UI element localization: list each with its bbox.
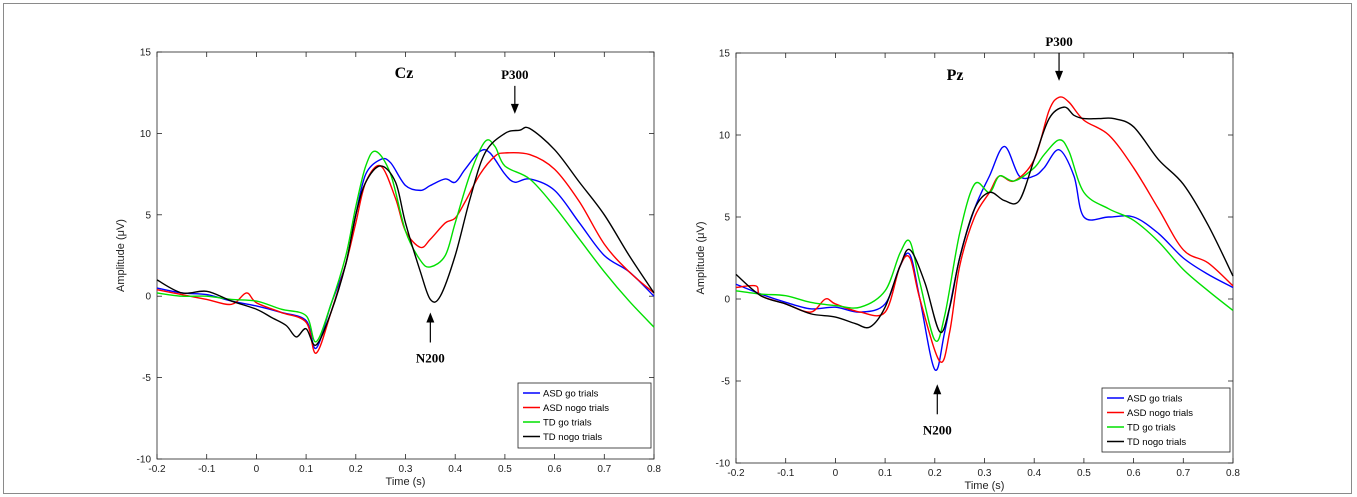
pz-y-tick-label: 15	[719, 49, 731, 60]
pz-y-axis-label: Amplitude (μV)	[695, 222, 707, 295]
pz-legend-entry: TD nogo trials	[1127, 437, 1186, 448]
cz-x-tick-label: -0.2	[148, 464, 166, 475]
cz-legend-box	[517, 382, 652, 449]
pz-y-tick-label: 10	[719, 131, 731, 142]
pz-x-tick-label: 0.4	[1027, 468, 1041, 479]
cz-x-tick-label: 0.3	[399, 464, 413, 475]
cz-series-td-go-trials	[156, 139, 655, 343]
pz-y-tick-label: 5	[724, 213, 730, 224]
cz-x-tick-label: 0.2	[349, 464, 363, 475]
cz-x-tick-label: 0.8	[647, 464, 661, 475]
cz-y-tick-label: -5	[142, 373, 151, 384]
pz-legend-entry: ASD nogo trials	[1127, 408, 1193, 419]
pz-x-tick-label: 0.1	[878, 468, 892, 479]
chart-pz: -0.2 -0.1 0 0.1 0.2 0.3 0.4 0.5 0.6 0.7 0.8 -10 -5 0 5…	[695, 34, 1240, 492]
cz-x-tick-label: 0.7	[597, 464, 611, 475]
figure-frame	[3, 3, 1352, 494]
pz-legend-entry: ASD go trials	[1127, 393, 1183, 404]
chart-cz: -0.2 -0.1 0 0.1 0.2 0.3 0.4 0.5 0.6 0.7 0.8 -10 -5 0 5…	[115, 48, 661, 489]
cz-y-tick-label: 15	[140, 48, 152, 59]
cz-legend-entry: TD nogo trials	[543, 432, 602, 443]
pz-legend-entry: TD go trials	[1127, 422, 1176, 433]
pz-x-tick-label: -0.1	[777, 468, 795, 479]
cz-legend-entry: TD go trials	[543, 417, 592, 428]
pz-series-asd-nogo-trials	[735, 96, 1234, 363]
cz-y-axis-label: Amplitude (μV)	[115, 219, 127, 292]
cz-series-asd-go-trials	[156, 148, 655, 350]
cz-x-tick-label: -0.1	[198, 464, 216, 475]
pz-x-tick-label: 0.5	[1077, 468, 1091, 479]
pz-x-tick-label: -0.2	[727, 468, 745, 479]
pz-x-tick-label: 0.3	[978, 468, 992, 479]
pz-annotation-p300-arrow-head	[1055, 70, 1064, 81]
pz-y-tick-label: 0	[724, 295, 730, 306]
cz-y-tick-label: 10	[140, 129, 152, 140]
cz-series-td-nogo-trials	[156, 126, 655, 346]
cz-y-tick-label: 5	[145, 210, 151, 221]
cz-annotation-n200-arrow-head	[426, 312, 435, 323]
cz-y-tick-label: 0	[145, 292, 151, 303]
pz-annotation-p300-label: P300	[1045, 34, 1072, 49]
cz-series-asd-nogo-trials	[156, 151, 655, 354]
cz-x-tick-label: 0	[254, 464, 260, 475]
cz-x-tick-label: 0.1	[299, 464, 313, 475]
pz-x-tick-label: 0.8	[1226, 468, 1240, 479]
cz-annotation-p300-label: P300	[501, 67, 528, 82]
pz-x-tick-label: 0	[833, 468, 839, 479]
pz-series-td-go-trials	[735, 139, 1234, 342]
cz-x-axis-label: Time (s)	[386, 476, 426, 488]
cz-annotation-n200-label: N200	[416, 350, 445, 365]
cz-x-tick-label: 0.5	[498, 464, 512, 475]
pz-annotation-n200-label: N200	[923, 422, 952, 437]
cz-chart-title: Cz	[395, 65, 414, 82]
cz-y-tick-label: -10	[137, 455, 152, 466]
pz-chart-title: Pz	[947, 67, 964, 84]
pz-series-td-nogo-trials	[735, 106, 1234, 334]
pz-annotation-n200-arrow-head	[933, 384, 942, 395]
pz-y-tick-label: -5	[721, 377, 730, 388]
cz-legend-entry: ASD go trials	[543, 388, 599, 399]
cz-x-tick-label: 0.4	[448, 464, 462, 475]
cz-annotation-p300-arrow-head	[510, 103, 519, 114]
cz-x-tick-label: 0.6	[548, 464, 562, 475]
pz-series-asd-go-trials	[735, 145, 1234, 371]
cz-legend-entry: ASD nogo trials	[543, 403, 609, 414]
pz-x-tick-label: 0.2	[928, 468, 942, 479]
pz-x-axis-label: Time (s)	[965, 480, 1005, 492]
pz-x-tick-label: 0.7	[1176, 468, 1190, 479]
pz-x-tick-label: 0.6	[1127, 468, 1141, 479]
pz-y-tick-label: -10	[716, 459, 731, 470]
